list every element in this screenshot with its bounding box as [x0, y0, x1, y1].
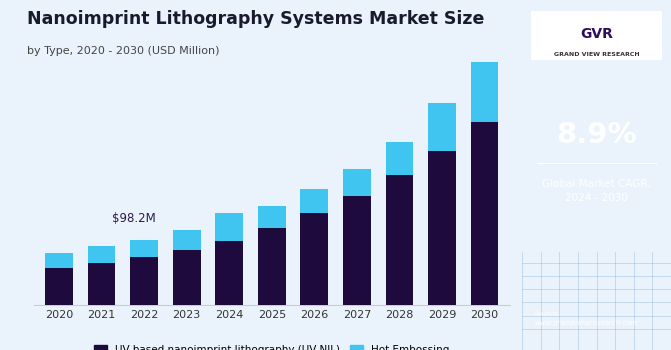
FancyBboxPatch shape	[531, 10, 662, 60]
Bar	[45, 268, 73, 304]
Bar	[301, 213, 328, 304]
Bar	[343, 169, 370, 196]
Text: 8.9%: 8.9%	[556, 121, 637, 149]
Text: Nanoimprint Lithography Systems Market Size: Nanoimprint Lithography Systems Market S…	[27, 10, 484, 28]
Text: Source:
www.grandviewresearch.com: Source: www.grandviewresearch.com	[534, 311, 637, 326]
Bar	[88, 246, 115, 264]
Bar	[428, 103, 456, 150]
Bar	[301, 189, 328, 213]
Bar	[173, 250, 201, 304]
Bar	[470, 122, 499, 304]
Bar	[88, 264, 115, 304]
Bar	[343, 196, 370, 304]
Bar	[258, 228, 286, 304]
Bar	[470, 62, 499, 122]
Bar	[386, 175, 413, 304]
Bar	[428, 150, 456, 304]
Bar	[130, 239, 158, 257]
Text: GRAND VIEW RESEARCH: GRAND VIEW RESEARCH	[554, 52, 639, 57]
Bar	[215, 213, 243, 241]
Bar	[173, 230, 201, 250]
Text: $98.2M: $98.2M	[111, 212, 156, 225]
Bar	[45, 253, 73, 268]
Bar	[258, 206, 286, 228]
Bar	[386, 142, 413, 175]
Bar	[215, 241, 243, 304]
Text: by Type, 2020 - 2030 (USD Million): by Type, 2020 - 2030 (USD Million)	[27, 46, 219, 56]
Legend: UV-based nanoimprint lithography (UV-NIL), Hot Embossing: UV-based nanoimprint lithography (UV-NIL…	[94, 345, 450, 350]
Text: Global Market CAGR,
2024 - 2030: Global Market CAGR, 2024 - 2030	[542, 179, 651, 203]
Bar	[130, 257, 158, 304]
Text: GVR: GVR	[580, 27, 613, 41]
